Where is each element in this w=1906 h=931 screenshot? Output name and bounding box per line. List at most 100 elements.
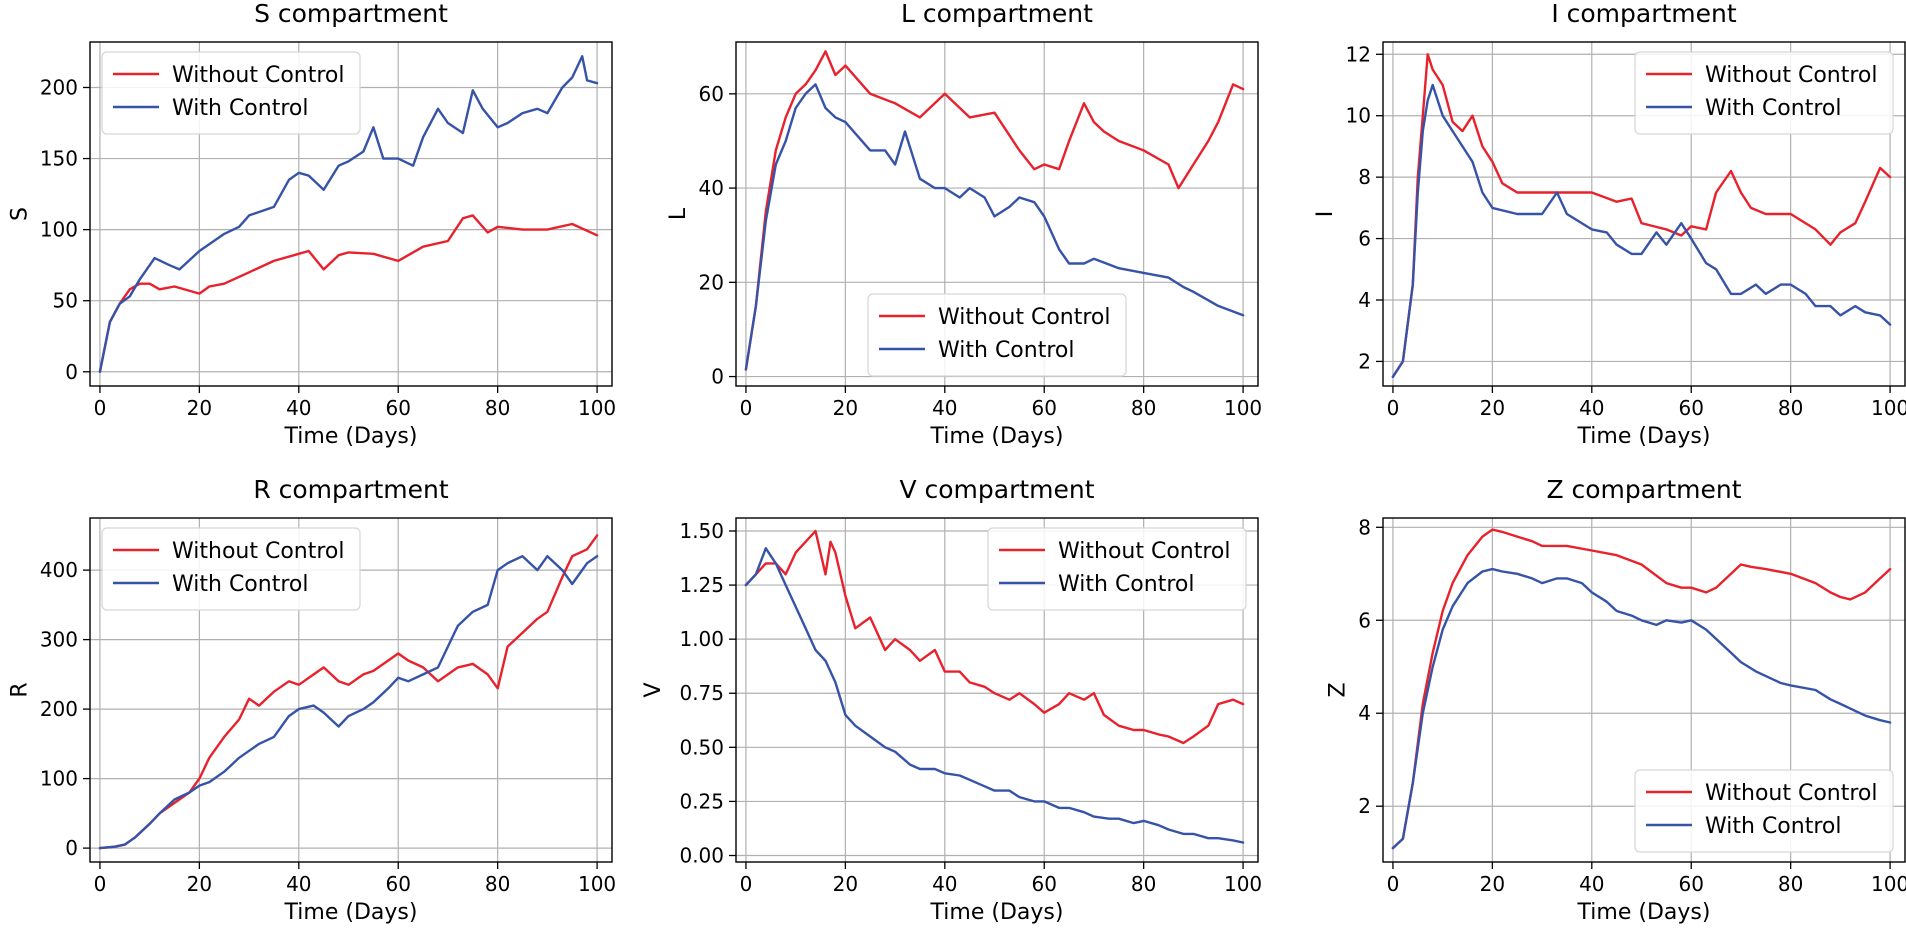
y-tick-label: 4: [1358, 701, 1371, 725]
legend-entry-label: With Control: [1058, 572, 1194, 597]
legend-entry-label: Without Control: [938, 305, 1111, 330]
y-axis-label: R: [8, 682, 33, 697]
subplot-4: 0 20 40 60 80 100 0 100 200 300 400 R compartment Ti…: [8, 475, 617, 925]
y-tick-label: 150: [40, 147, 78, 171]
series-line-without-control: [98, 214, 599, 373]
y-tick-label: 40: [699, 176, 724, 200]
y-tick-label: 0.00: [679, 844, 724, 868]
legend-entry-label: With Control: [172, 572, 308, 597]
axes-frame: [89, 41, 613, 387]
y-tick-label: 1.50: [679, 519, 724, 543]
x-tick-label: 100: [578, 396, 616, 420]
x-tick-label: 60: [1032, 872, 1057, 896]
y-tick-label: 12: [1346, 42, 1371, 66]
y-axis-label: I: [1313, 211, 1338, 218]
x-tick-label: 60: [386, 396, 411, 420]
legend: Without Control With Control: [1634, 769, 1894, 853]
x-axis-label: Time (Days): [930, 424, 1064, 449]
subplot-1: 0 20 40 60 80 100 0 50 100 150 200 S compartment Tim…: [8, 0, 617, 449]
legend-box: [101, 527, 361, 611]
x-tick-label: 80: [485, 396, 510, 420]
x-axis-label: Time (Days): [1577, 900, 1711, 925]
y-tick-label: 2: [1358, 349, 1371, 373]
legend-box: [1634, 769, 1894, 853]
x-axis-label: Time (Days): [930, 900, 1064, 925]
x-tick-label: 100: [1871, 396, 1906, 420]
y-tick-label: 20: [699, 270, 724, 294]
y-tick-label: 100: [40, 767, 78, 791]
x-tick-label: 60: [1032, 396, 1057, 420]
x-tick-label: 40: [932, 872, 957, 896]
legend-box: [101, 51, 361, 135]
y-tick-label: 6: [1358, 608, 1371, 632]
y-tick-label: 10: [1346, 104, 1371, 128]
y-axis-label: Z: [1326, 682, 1351, 697]
subplot-title: I compartment: [1551, 0, 1737, 28]
x-tick-label: 0: [94, 396, 107, 420]
y-tick-label: 0: [65, 360, 78, 384]
subplot-title: L compartment: [901, 0, 1093, 28]
legend: Without Control With Control: [101, 51, 361, 135]
y-tick-label: 0.50: [679, 735, 724, 759]
y-tick-label: 100: [40, 218, 78, 242]
axes-frame: [89, 517, 613, 863]
legend-entry-label: With Control: [938, 338, 1074, 363]
legend-box: [987, 527, 1247, 611]
legend: Without Control With Control: [987, 527, 1247, 611]
subplot-3: 0 20 40 60 80 100 2 4 6 8 10 12 I compartment Time (D…: [1313, 0, 1906, 449]
subplot-title: S compartment: [254, 0, 448, 28]
y-tick-label: 1.25: [679, 573, 724, 597]
y-tick-label: 2: [1358, 794, 1371, 818]
axes-frame: [1382, 41, 1906, 387]
x-axis-label: Time (Days): [284, 424, 418, 449]
legend-box: [1634, 51, 1894, 135]
y-axis-label: L: [666, 207, 691, 220]
x-tick-label: 60: [386, 872, 411, 896]
x-tick-label: 80: [1131, 396, 1156, 420]
x-axis-label: Time (Days): [1577, 424, 1711, 449]
legend-entry-label: With Control: [1705, 814, 1841, 839]
y-tick-label: 60: [699, 82, 724, 106]
legend-entry-label: Without Control: [1705, 63, 1878, 88]
y-tick-label: 0.25: [679, 789, 724, 813]
series-line-with-control: [1391, 83, 1892, 378]
x-tick-label: 40: [286, 396, 311, 420]
y-tick-label: 1.00: [679, 627, 724, 651]
x-tick-label: 80: [1778, 872, 1803, 896]
x-tick-label: 40: [932, 396, 957, 420]
y-tick-label: 200: [40, 697, 78, 721]
x-tick-label: 100: [1871, 872, 1906, 896]
y-tick-label: 200: [40, 75, 78, 99]
y-tick-label: 0: [65, 836, 78, 860]
y-tick-label: 0: [711, 365, 724, 389]
x-tick-label: 20: [833, 396, 858, 420]
y-tick-label: 6: [1358, 227, 1371, 251]
legend-entry-label: With Control: [1705, 96, 1841, 121]
x-tick-label: 100: [1224, 872, 1262, 896]
subplot-2: 0 20 40 60 80 100 0 20 40 60 L compartment Time (Da…: [666, 0, 1262, 449]
axes-frame: [735, 41, 1259, 387]
x-tick-label: 0: [1387, 872, 1400, 896]
x-tick-label: 20: [1480, 396, 1505, 420]
subplot-5: 0 20 40 60 80 100 0.00 0.25 0.50 0.75 1.00 1.25 1.50…: [641, 475, 1262, 925]
legend-box: [867, 293, 1127, 377]
subplot-title: R compartment: [253, 475, 449, 504]
series-line-with-control: [98, 55, 599, 373]
legend-entry-label: Without Control: [172, 63, 345, 88]
x-tick-label: 60: [1679, 396, 1704, 420]
x-tick-label: 40: [1579, 872, 1604, 896]
x-tick-label: 20: [833, 872, 858, 896]
y-tick-label: 300: [40, 628, 78, 652]
series-line-with-control: [98, 555, 599, 850]
x-tick-label: 100: [1224, 396, 1262, 420]
legend-entry-label: Without Control: [1058, 539, 1231, 564]
x-tick-label: 20: [187, 872, 212, 896]
y-tick-label: 8: [1358, 165, 1371, 189]
y-axis-label: S: [8, 207, 33, 221]
x-axis-label: Time (Days): [284, 900, 418, 925]
subplot-title: Z compartment: [1546, 475, 1741, 504]
subplot-6: 0 20 40 60 80 100 2 4 6 8 Z compartment Time (Days)…: [1326, 475, 1906, 925]
series-line-without-control: [1391, 53, 1892, 378]
y-tick-label: 50: [53, 289, 78, 313]
legend: Without Control With Control: [867, 293, 1127, 377]
